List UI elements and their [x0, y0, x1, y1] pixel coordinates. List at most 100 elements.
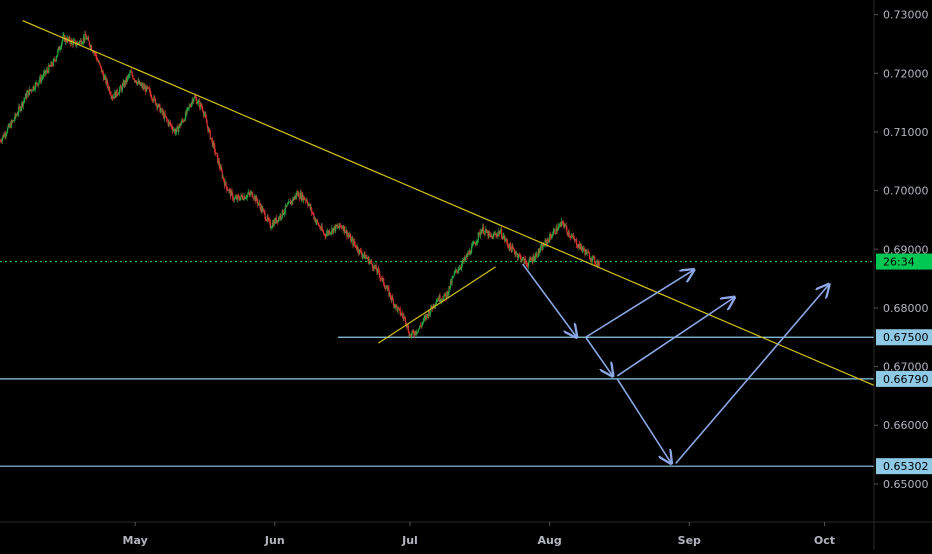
candle-body-232: [173, 129, 175, 130]
price-label-bg-current: [876, 253, 932, 270]
candle-body-225: [168, 121, 170, 125]
candle-body-221: [165, 116, 167, 118]
price-label-text-level-3: 0.65302: [883, 460, 929, 473]
candle-body-658: [493, 233, 495, 235]
candle-body-423: [317, 220, 319, 223]
candle-body-497: [372, 267, 374, 270]
candle-body-406: [304, 199, 306, 201]
candle-body-17: [12, 120, 14, 122]
candle-body-116: [86, 38, 88, 40]
candle-body-773: [579, 243, 582, 249]
candle-body-416: [311, 212, 313, 214]
candle-body-244: [182, 120, 184, 122]
candle-body-547: [410, 335, 412, 337]
candle-body-204: [152, 100, 154, 102]
candle-body-268: [200, 103, 202, 107]
candle-body-788: [591, 259, 593, 262]
price-axis[interactable]: 0.73000 0.72000 0.71000 0.70000 0.69000 0.680…: [874, 9, 929, 491]
candle-body-248: [185, 112, 187, 115]
candle-body-174: [130, 72, 132, 73]
candle-body-556: [416, 332, 419, 333]
candle-body-691: [518, 254, 520, 257]
candle-body-462: [346, 229, 348, 237]
candle-body-386: [289, 201, 291, 203]
candle-body-646: [484, 230, 486, 234]
candle-body-334: [250, 192, 252, 195]
candle-body-320: [239, 197, 241, 201]
candle-body-591: [443, 296, 445, 300]
candle-body-484: [362, 255, 365, 257]
candle-body-81: [60, 47, 62, 49]
candle-body-582: [436, 300, 438, 302]
candle-body-774: [580, 243, 582, 248]
candle-body-413: [309, 204, 311, 209]
candle-body-288: [215, 152, 217, 154]
candle-body-578: [433, 304, 435, 307]
candle-body-563: [422, 322, 424, 324]
candle-body-345: [258, 202, 260, 204]
candle-body-729: [546, 239, 548, 244]
candle-body-186: [139, 82, 141, 85]
candle-body-499: [374, 265, 376, 268]
candle-body-627: [470, 253, 472, 255]
time-axis[interactable]: May Jun Jul Aug Sep Oct: [123, 522, 835, 547]
candle-body-291: [217, 160, 220, 164]
candle-body-796: [597, 261, 599, 267]
candle-body-444: [332, 228, 334, 233]
candle-body-492: [368, 261, 371, 264]
candle-body-636: [476, 239, 479, 243]
candle-body-713: [534, 255, 536, 260]
candle-body-571: [428, 310, 430, 317]
candle-body-597: [447, 292, 449, 296]
candle-body-451: [338, 227, 340, 229]
candle-body-594: [445, 294, 447, 299]
candle-body-111: [82, 37, 84, 43]
candle-body-474: [355, 245, 357, 248]
candle-body-775: [581, 247, 583, 251]
candle-body-201: [150, 93, 152, 98]
candle-body-645: [483, 233, 485, 235]
candle-body-596: [446, 292, 449, 296]
candle-body-599: [449, 286, 451, 288]
y-tick-label-0.65000: 0.65000: [883, 478, 929, 491]
candle-body-254: [190, 106, 192, 108]
candle-body-273: [204, 114, 206, 116]
candle-body-686: [514, 252, 516, 255]
candle-body-2: [0, 141, 3, 143]
candle-body-709: [531, 259, 533, 262]
y-tick-label-0.68000: 0.68000: [883, 302, 929, 315]
candle-body-683: [512, 246, 514, 249]
candle-body-766: [574, 239, 576, 241]
candle-body-342: [256, 196, 258, 202]
candle-body-76: [56, 54, 58, 58]
candle-body-511: [383, 278, 385, 285]
candle-body-371: [277, 217, 280, 222]
candle-body-768: [576, 240, 578, 247]
candle-body-199: [148, 88, 151, 90]
candle-body-306: [229, 189, 231, 191]
candle-body-300: [224, 181, 226, 186]
candle-body-554: [415, 331, 417, 334]
candle-body-435: [326, 233, 328, 237]
candle-body-411: [308, 204, 310, 206]
candle-body-309: [231, 191, 233, 194]
candle-body-731: [548, 240, 550, 242]
candle-body-740: [555, 233, 557, 235]
candle-body-763: [572, 235, 574, 237]
y-tick-label-0.72000: 0.72000: [883, 67, 929, 80]
candle-body-139: [103, 76, 105, 80]
candle-body-752: [564, 225, 566, 227]
candle-body-353: [264, 212, 266, 219]
candle-body-241: [180, 123, 182, 127]
candle-body-677: [507, 245, 509, 247]
candle-body-701: [525, 262, 527, 264]
candle-body-725: [543, 245, 545, 247]
candle-body-91: [67, 38, 69, 40]
candle-body-312: [233, 198, 235, 200]
candle-body-555: [416, 332, 418, 334]
candle-body-219: [163, 113, 166, 119]
candle-body-55: [40, 78, 42, 82]
candle-body-148: [110, 94, 112, 97]
